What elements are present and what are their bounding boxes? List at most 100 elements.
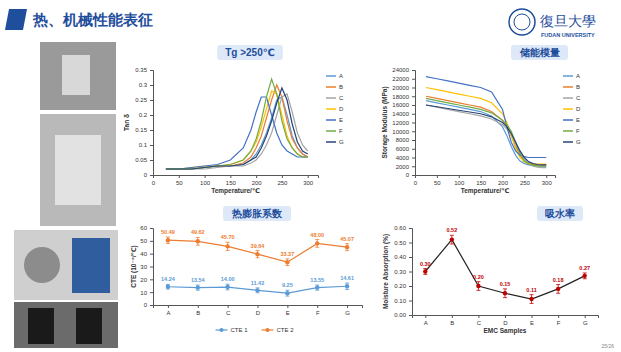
marker [529, 297, 533, 301]
y-tick-mark [409, 257, 412, 258]
panel-title-bg [511, 45, 568, 60]
series-line [168, 286, 347, 293]
data-label: 9.25 [282, 282, 293, 288]
data-labels: 0.300.520.200.150.110.180.27 [420, 227, 590, 292]
error-bar [345, 283, 349, 289]
marker [345, 245, 349, 249]
y-tick: 20 [140, 277, 153, 283]
error-bar-cap [476, 281, 480, 282]
logo-subtext: FUDAN UNIVERSITY [541, 32, 595, 38]
legend: CTE 1CTE 2 [216, 327, 295, 333]
data-label: 0.52 [446, 227, 457, 233]
x-tick: 100 [454, 175, 465, 186]
y-axis: 0200040006000800010000120001400016000180… [392, 67, 415, 178]
x-tick: 100 [200, 175, 211, 186]
y-tick-label: 20000 [392, 85, 409, 91]
marker [166, 238, 170, 242]
x-tick-label: 200 [498, 180, 509, 186]
y-tick-mark [150, 115, 153, 116]
y-tick-mark [409, 272, 412, 273]
error-bar [256, 251, 260, 258]
x-axis-line [413, 316, 599, 319]
y-tick: 6000 [396, 146, 415, 152]
y-tick-label: 0 [144, 172, 148, 178]
y-tick: 0.30 [394, 269, 412, 275]
y-tick-mark [150, 228, 153, 229]
y-axis-title: CTE (10⁻⁶/℃) [130, 245, 138, 287]
y-tick: 24000 [392, 67, 415, 73]
legend-label: G [576, 139, 581, 145]
y-tick-label: 0.20 [394, 283, 406, 289]
panel-title: 吸水率 [545, 208, 575, 219]
legend-label: CTE 2 [277, 327, 295, 333]
x-tick: C [226, 305, 231, 316]
error-bar-cap [530, 303, 534, 304]
y-tick: 0.20 [394, 283, 412, 289]
panel-title: 储能模量 [519, 47, 560, 58]
error-bar [256, 288, 260, 293]
x-tick-label: 200 [252, 180, 263, 186]
photo-detail [28, 308, 54, 344]
logo-emblem [509, 9, 535, 35]
x-tick: 300 [542, 175, 553, 186]
y-tick: 0.2 [139, 112, 153, 118]
data-label: 50.49 [161, 229, 175, 235]
x-tick-label: C [226, 310, 231, 316]
data-label: 45.07 [340, 236, 354, 242]
x-tick: E [530, 315, 534, 326]
error-bar [450, 235, 454, 244]
y-tick: 0.10 [394, 298, 412, 304]
x-tick: A [166, 305, 170, 316]
x-tick: 150 [226, 175, 237, 186]
error-bar-cap [450, 235, 454, 236]
legend-swatch-marker [220, 328, 224, 332]
panel-title-bg [223, 206, 291, 221]
y-tick: 14000 [392, 111, 415, 117]
page-number: 25/26 [601, 343, 614, 349]
y-tick: 30 [140, 264, 153, 270]
y-tick: 10 [140, 290, 153, 296]
y-tick-label: 0.05 [135, 157, 147, 163]
series-line [426, 88, 546, 165]
error-bar-cap [196, 237, 200, 238]
x-tick: 150 [476, 175, 487, 186]
photo [40, 114, 116, 226]
x-tick-label: B [450, 320, 454, 326]
x-tick: B [450, 315, 454, 326]
error-bar [423, 269, 427, 275]
y-tick: 0.50 [394, 240, 412, 246]
y-tick-label: 0.35 [135, 67, 147, 73]
y-tick-label: 0.40 [394, 254, 406, 260]
slide-title: 热、机械性能表征 [32, 11, 153, 28]
legend-swatch [563, 86, 573, 88]
y-tick-label: 60 [140, 225, 147, 231]
legend-swatch [326, 119, 336, 121]
legend-swatch-marker [266, 328, 270, 332]
photo-detail [55, 135, 101, 205]
y-tick-label: 0.2 [139, 112, 148, 118]
x-tick-mark [524, 175, 525, 178]
photo [14, 302, 118, 348]
error-bar-cap [503, 297, 507, 298]
y-tick-mark [409, 286, 412, 287]
x-tick-mark [256, 175, 257, 178]
photo-detail [24, 247, 60, 283]
y-tick-mark [150, 70, 153, 71]
y-tick: 2000 [396, 164, 415, 170]
plot-area [423, 235, 587, 303]
x-tick-mark [558, 315, 559, 318]
x-tick-label: F [557, 320, 561, 326]
x-tick-mark [230, 175, 231, 178]
legend-label: B [576, 84, 580, 90]
y-tick-label: 12000 [392, 120, 409, 126]
error-bar-cap [196, 285, 200, 286]
series-line [426, 77, 546, 158]
series-line [166, 97, 308, 169]
y-tick-label: 14000 [392, 111, 409, 117]
y-tick-label: 0.10 [394, 298, 406, 304]
y-tick-mark [409, 228, 412, 229]
plot-area [426, 77, 546, 168]
error-bar-cap [196, 245, 200, 246]
legend: ABCDEFG [563, 73, 581, 145]
data-label: 0.18 [553, 277, 564, 283]
